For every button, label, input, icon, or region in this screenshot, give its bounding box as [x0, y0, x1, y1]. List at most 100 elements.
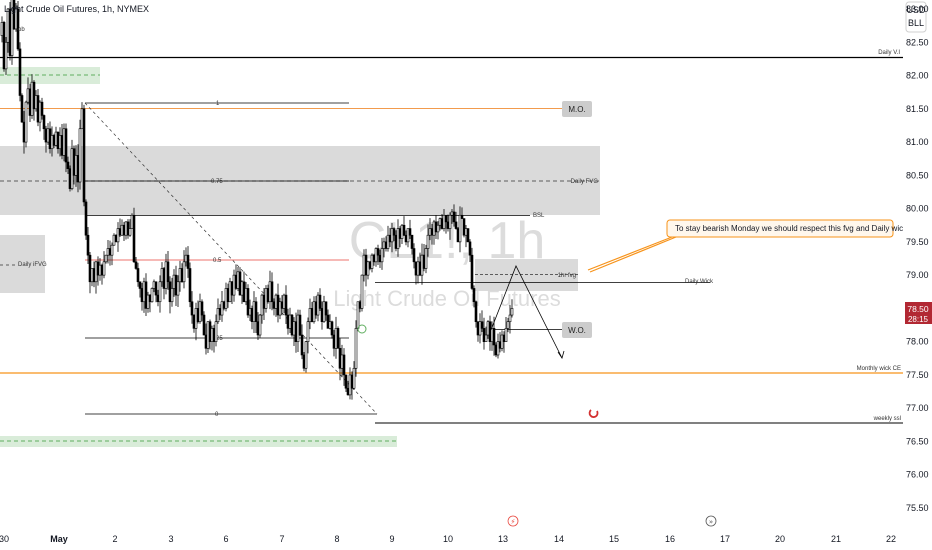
- candle-bull: [436, 224, 440, 233]
- candle-bull: [150, 288, 154, 303]
- candle-bear: [82, 108, 86, 203]
- y-tick-label: 77.50: [906, 370, 929, 380]
- candle-bull: [484, 334, 488, 342]
- candle-bull: [228, 281, 232, 303]
- mo-label-box: [562, 101, 592, 117]
- event-flag-icon[interactable]: [507, 515, 519, 527]
- candle-bull: [184, 254, 188, 263]
- candle-bear: [250, 308, 254, 323]
- candle-bear: [154, 281, 158, 296]
- scroll-forward-icon[interactable]: [705, 515, 717, 527]
- candle-bear: [324, 301, 328, 316]
- projection-path: [490, 265, 563, 359]
- candle-bear: [162, 268, 166, 289]
- x-tick-label: 13: [498, 534, 508, 544]
- candle-bull: [120, 224, 124, 236]
- candle-bear: [42, 115, 46, 130]
- price-tag-price: 78.50: [907, 304, 929, 314]
- candle-bear: [452, 211, 456, 223]
- candle-bull: [110, 244, 114, 256]
- candle-bear: [254, 301, 258, 323]
- candle-bear: [412, 248, 416, 263]
- candle-bear: [226, 288, 230, 303]
- candle-bear: [460, 214, 464, 219]
- candle-bear: [86, 234, 90, 256]
- fib-075-label: 0.75: [211, 179, 223, 185]
- y-tick-label: 80.50: [906, 170, 929, 180]
- candle-bull: [248, 308, 252, 316]
- candle-bear: [8, 8, 12, 56]
- candle-bull: [360, 274, 364, 309]
- candle-bear: [64, 128, 68, 163]
- fib-1-label: 1: [216, 101, 220, 107]
- y-tick-label: 83.00: [906, 4, 929, 14]
- candle-bull: [170, 288, 174, 303]
- daily-vi-label: Daily V.I: [878, 50, 900, 56]
- fvg-1hr-zone: [475, 259, 578, 291]
- candle-bear: [466, 228, 470, 243]
- currency-selector[interactable]: [905, 1, 927, 33]
- y-tick-label: 81.00: [906, 137, 929, 147]
- candle-bull: [158, 281, 162, 303]
- candle-bear: [88, 254, 92, 283]
- candle-bull: [306, 321, 310, 342]
- price-axis[interactable]: [903, 0, 932, 550]
- price-tag: [905, 302, 932, 324]
- candle-bear: [84, 201, 88, 236]
- x-tick-label: 7: [279, 534, 284, 544]
- candle-bear: [168, 281, 172, 303]
- candle-bull: [160, 268, 164, 283]
- candle-bear: [300, 334, 304, 356]
- candles-group: [0, 0, 514, 400]
- scroll-forward-glyph: »: [709, 518, 713, 526]
- candle-bear: [480, 321, 484, 329]
- y-tick-label: 79.50: [906, 237, 929, 247]
- fvg-1hr-label: 1hr fvg: [558, 273, 576, 279]
- candle-bear: [114, 234, 118, 243]
- candle-bull: [194, 308, 198, 329]
- note-callout-text: To stay bearish Monday we should respect…: [675, 224, 908, 233]
- x-tick-label: 6: [223, 534, 228, 544]
- candle-bull: [244, 288, 248, 303]
- daily-ifvg-zone: [0, 235, 45, 293]
- candle-bear: [468, 241, 472, 256]
- candle-bear: [174, 274, 178, 296]
- candle-bear: [474, 301, 478, 323]
- marker-circle: [357, 324, 367, 334]
- y-tick-label: 80.00: [906, 204, 929, 214]
- candle-bull: [74, 155, 78, 176]
- candle-bear: [454, 221, 458, 229]
- candle-bear: [410, 234, 414, 249]
- x-tick-label: 16: [665, 534, 675, 544]
- candle-bear: [100, 264, 104, 276]
- candle-bull: [98, 264, 102, 276]
- candle-bear: [192, 314, 196, 329]
- note-callout-box[interactable]: [666, 219, 894, 238]
- candle-bear: [472, 288, 476, 303]
- time-axis[interactable]: [0, 528, 932, 550]
- candle-bear: [376, 248, 380, 256]
- candle-bull: [124, 221, 128, 236]
- candle-bear: [408, 228, 412, 236]
- candle-bull: [164, 261, 168, 289]
- candle-bull: [176, 281, 180, 296]
- projection-arrow-head: [557, 350, 565, 359]
- candle-bear: [492, 328, 496, 346]
- candle-bear: [2, 22, 6, 70]
- wo-label: W.O.: [568, 326, 586, 335]
- candle-bear: [190, 301, 194, 316]
- candle-bull: [146, 294, 150, 309]
- candle-bear: [72, 148, 76, 176]
- candle-bear: [318, 294, 322, 309]
- candle-bull: [458, 214, 462, 243]
- candle-bear: [284, 294, 288, 316]
- candle-bear: [392, 228, 396, 236]
- candle-bear: [18, 48, 22, 96]
- candle-bull: [216, 308, 220, 323]
- candle-bull: [62, 128, 66, 156]
- candle-bear: [208, 321, 212, 342]
- candle-bear: [200, 301, 204, 316]
- top-label: -ob: [16, 27, 25, 33]
